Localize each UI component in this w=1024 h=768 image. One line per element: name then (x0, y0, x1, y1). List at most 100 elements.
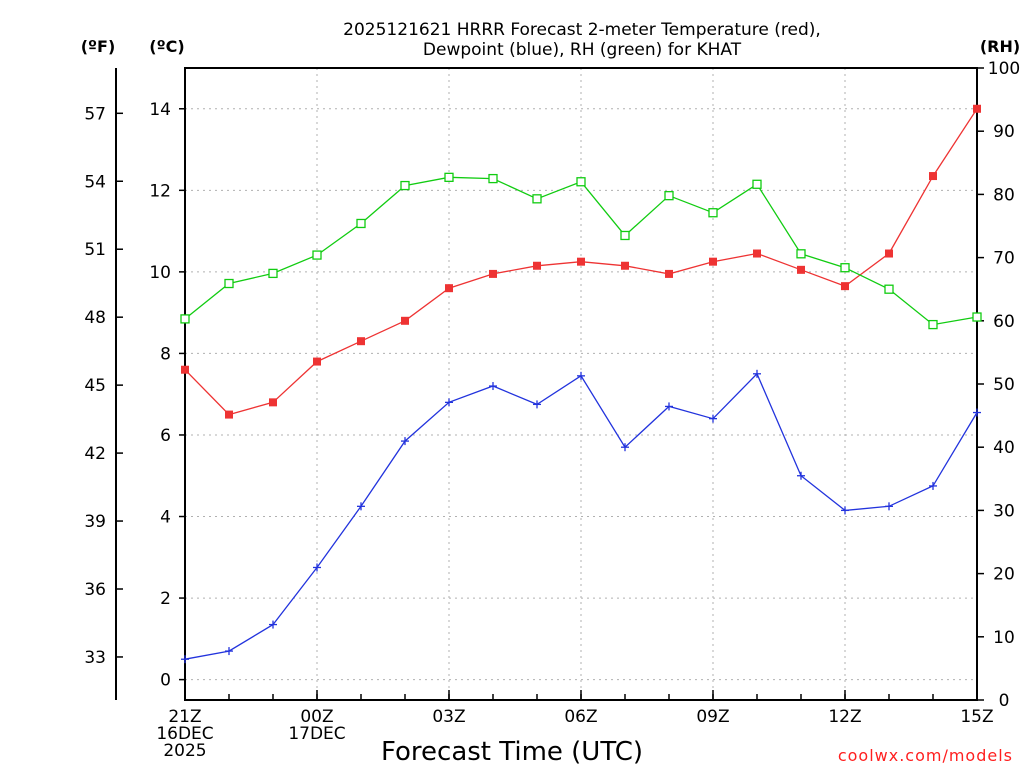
temperature-point (533, 261, 541, 270)
temperature-point (621, 261, 629, 270)
dewpoint-point (313, 563, 321, 572)
x-tick-label: 12Z (828, 707, 861, 727)
fahrenheit-tick-label: 33 (84, 648, 106, 668)
dewpoint-point (225, 647, 233, 656)
rh-tick-label: 60 (993, 312, 1015, 332)
celsius-tick-label: 10 (149, 263, 171, 283)
dewpoint-point (665, 402, 673, 411)
rh-tick-label: 90 (993, 122, 1015, 142)
dewpoint-point (841, 506, 849, 515)
rh-point (356, 218, 366, 229)
dewpoint-point (489, 382, 497, 391)
rh-tick-label: 30 (993, 501, 1015, 521)
gridlines (185, 68, 977, 700)
temperature-point (665, 269, 673, 278)
dewpoint-point (401, 437, 409, 446)
dewpoint-point (753, 369, 761, 378)
x-tick-label: 15Z (960, 707, 993, 727)
rh-point (708, 208, 718, 218)
fahrenheit-tick-label: 51 (84, 240, 106, 260)
rh-tick-label: 70 (993, 249, 1015, 269)
celsius-tick-label: 14 (149, 100, 171, 120)
labels: 2025121621 HRRR Forecast 2-meter Tempera… (81, 20, 1021, 767)
temperature-point (885, 249, 893, 258)
temperature-point (489, 269, 497, 278)
celsius-tick-label: 2 (160, 589, 171, 609)
temperature-point (753, 249, 761, 258)
x-tick-label: 03Z (432, 707, 465, 727)
rh-tick-label: 80 (993, 185, 1015, 205)
rh-tick-label: 100 (988, 59, 1020, 79)
rh-point (928, 319, 938, 330)
dewpoint-point (885, 502, 893, 511)
temperature-point (709, 257, 717, 266)
rh-tick-label: 0 (999, 691, 1010, 711)
rh-point (312, 250, 322, 260)
fahrenheit-tick-label: 39 (84, 512, 106, 532)
rh-point (840, 263, 850, 273)
dewpoint-point (445, 398, 453, 407)
rh-tick-label: 40 (993, 438, 1015, 458)
rh-tick-label: 10 (993, 628, 1015, 648)
temperature-point (181, 365, 189, 374)
temperature-point (577, 257, 585, 266)
dewpoint-point (577, 371, 585, 380)
dewpoint-point (533, 400, 541, 409)
chart-title-line1: 2025121621 HRRR Forecast 2-meter Tempera… (343, 20, 821, 40)
temperature-point (269, 398, 277, 407)
rh-point (224, 278, 234, 289)
rh-point (488, 173, 498, 184)
dewpoint-point (181, 655, 189, 664)
celsius-tick-label: 4 (160, 508, 171, 528)
rh-tick-label: 20 (993, 565, 1015, 585)
fahrenheit-tick-label: 54 (84, 172, 106, 192)
fahrenheit-tick-label: 48 (84, 308, 106, 328)
axes (115, 67, 984, 701)
x-tick-label: 09Z (696, 707, 729, 727)
rh-point (268, 268, 278, 279)
temperature-point (797, 265, 805, 274)
plot-frame (184, 67, 978, 701)
x-tick-label: 00Z (300, 707, 333, 727)
rh-point (664, 191, 674, 201)
x-axis-label: Forecast Time (UTC) (381, 737, 643, 767)
x-tick-label: 2025 (163, 741, 206, 761)
temperature-point (401, 316, 409, 325)
temperature-point (445, 284, 453, 293)
temperature-point (973, 104, 981, 113)
rh-tick-label: 50 (993, 375, 1015, 395)
x-tick-label: 21Z (168, 707, 201, 727)
rh-point (576, 177, 586, 187)
rh-point (400, 180, 410, 191)
x-tick-label: 06Z (564, 707, 597, 727)
dewpoint-point (357, 502, 365, 511)
celsius-tick-label: 6 (160, 426, 171, 446)
rh-point (884, 284, 894, 294)
temperature-point (313, 357, 321, 366)
celsius-tick-label: 12 (149, 181, 171, 201)
temperature-point (357, 337, 365, 346)
rh-point (444, 172, 454, 182)
rh-point (972, 312, 982, 322)
temperature-point (225, 410, 233, 419)
fahrenheit-tick-label: 45 (84, 376, 106, 396)
dewpoint-point (929, 481, 937, 490)
dewpoint-point (797, 471, 805, 480)
fahrenheit-unit-label: (ºF) (81, 37, 116, 56)
series (180, 104, 982, 664)
rh-point (796, 249, 806, 259)
dewpoint-point (269, 620, 277, 629)
celsius-unit-label: (ºC) (149, 37, 184, 56)
rh-unit-label: (RH) (980, 37, 1020, 56)
dewpoint-point (709, 414, 717, 423)
rh-point (752, 179, 762, 189)
celsius-tick-label: 8 (160, 344, 171, 364)
dewpoint-point (621, 443, 629, 452)
fahrenheit-tick-label: 42 (84, 444, 106, 464)
x-tick-label: 17DEC (288, 724, 345, 744)
x-tick-label: 16DEC (156, 724, 213, 744)
credit-text: coolwx.com/models (838, 746, 1013, 765)
rh-point (620, 230, 630, 241)
